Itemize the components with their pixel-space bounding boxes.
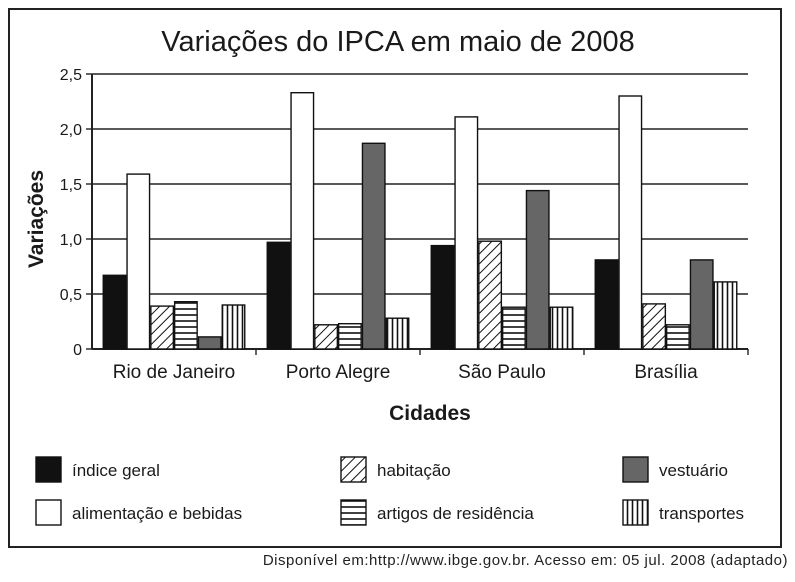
bar: [454, 116, 479, 350]
bar: [314, 324, 339, 350]
bar: [501, 306, 526, 350]
y-tick-label: 1,5: [60, 177, 82, 194]
bar: [549, 306, 574, 350]
y-tick-label: 0: [73, 342, 82, 359]
legend-swatch: [622, 499, 649, 526]
bar: [665, 324, 690, 350]
bars: [102, 91, 738, 350]
bar: [290, 91, 315, 350]
bar: [430, 244, 455, 350]
legend-swatch: [622, 456, 649, 483]
bar: [221, 304, 246, 350]
bar: [337, 323, 362, 350]
bar: [525, 189, 550, 350]
bar: [642, 303, 667, 350]
bar: [150, 305, 175, 350]
bar: [385, 317, 410, 350]
chart-frame: [8, 8, 782, 548]
bar: [266, 241, 291, 350]
legend-swatch: [35, 499, 62, 526]
bar: [126, 173, 151, 350]
legend-label: transportes: [659, 504, 744, 523]
bar: [197, 336, 222, 350]
y-tick-label: 2,0: [60, 122, 82, 139]
legend-label: vestuário: [659, 461, 728, 480]
source-note: Disponível em:http://www.ibge.gov.br. Ac…: [262, 552, 788, 569]
legend-swatch: [340, 499, 367, 526]
x-tick-label: Rio de Janeiro: [113, 362, 236, 383]
legend-label: habitação: [377, 461, 451, 480]
x-tick-label: Porto Alegre: [286, 362, 391, 383]
bar: [173, 301, 198, 350]
legend: índice geral habitação vestuário alimentaçã…: [35, 456, 744, 526]
y-tick-label: 2,5: [60, 67, 82, 84]
bar: [689, 259, 714, 350]
y-axis-ticks: 0 0,5 1,0 1,5 2,0 2,5: [60, 67, 92, 359]
x-tick-label: São Paulo: [458, 362, 546, 383]
x-tick-label: Brasília: [634, 362, 698, 383]
legend-label: índice geral: [72, 461, 160, 480]
bar: [713, 281, 738, 350]
bar: [361, 142, 386, 350]
y-tick-label: 0,5: [60, 287, 82, 304]
legend-swatch: [340, 456, 367, 483]
bar: [102, 274, 127, 350]
bar: [594, 259, 619, 350]
y-tick-label: 1,0: [60, 232, 82, 249]
bar: [478, 240, 503, 350]
legend-label: alimentação e bebidas: [72, 504, 242, 523]
y-axis-label: Variações: [25, 170, 48, 268]
x-axis-label: Cidades: [389, 402, 471, 425]
x-axis-ticks: Rio de Janeiro Porto Alegre São Paulo Brasí…: [113, 349, 749, 383]
bar: [618, 95, 643, 350]
legend-label: artigos de residência: [377, 504, 534, 523]
legend-swatch: [35, 456, 62, 483]
chart-title: Variações do IPCA em maio de 2008: [161, 26, 634, 58]
